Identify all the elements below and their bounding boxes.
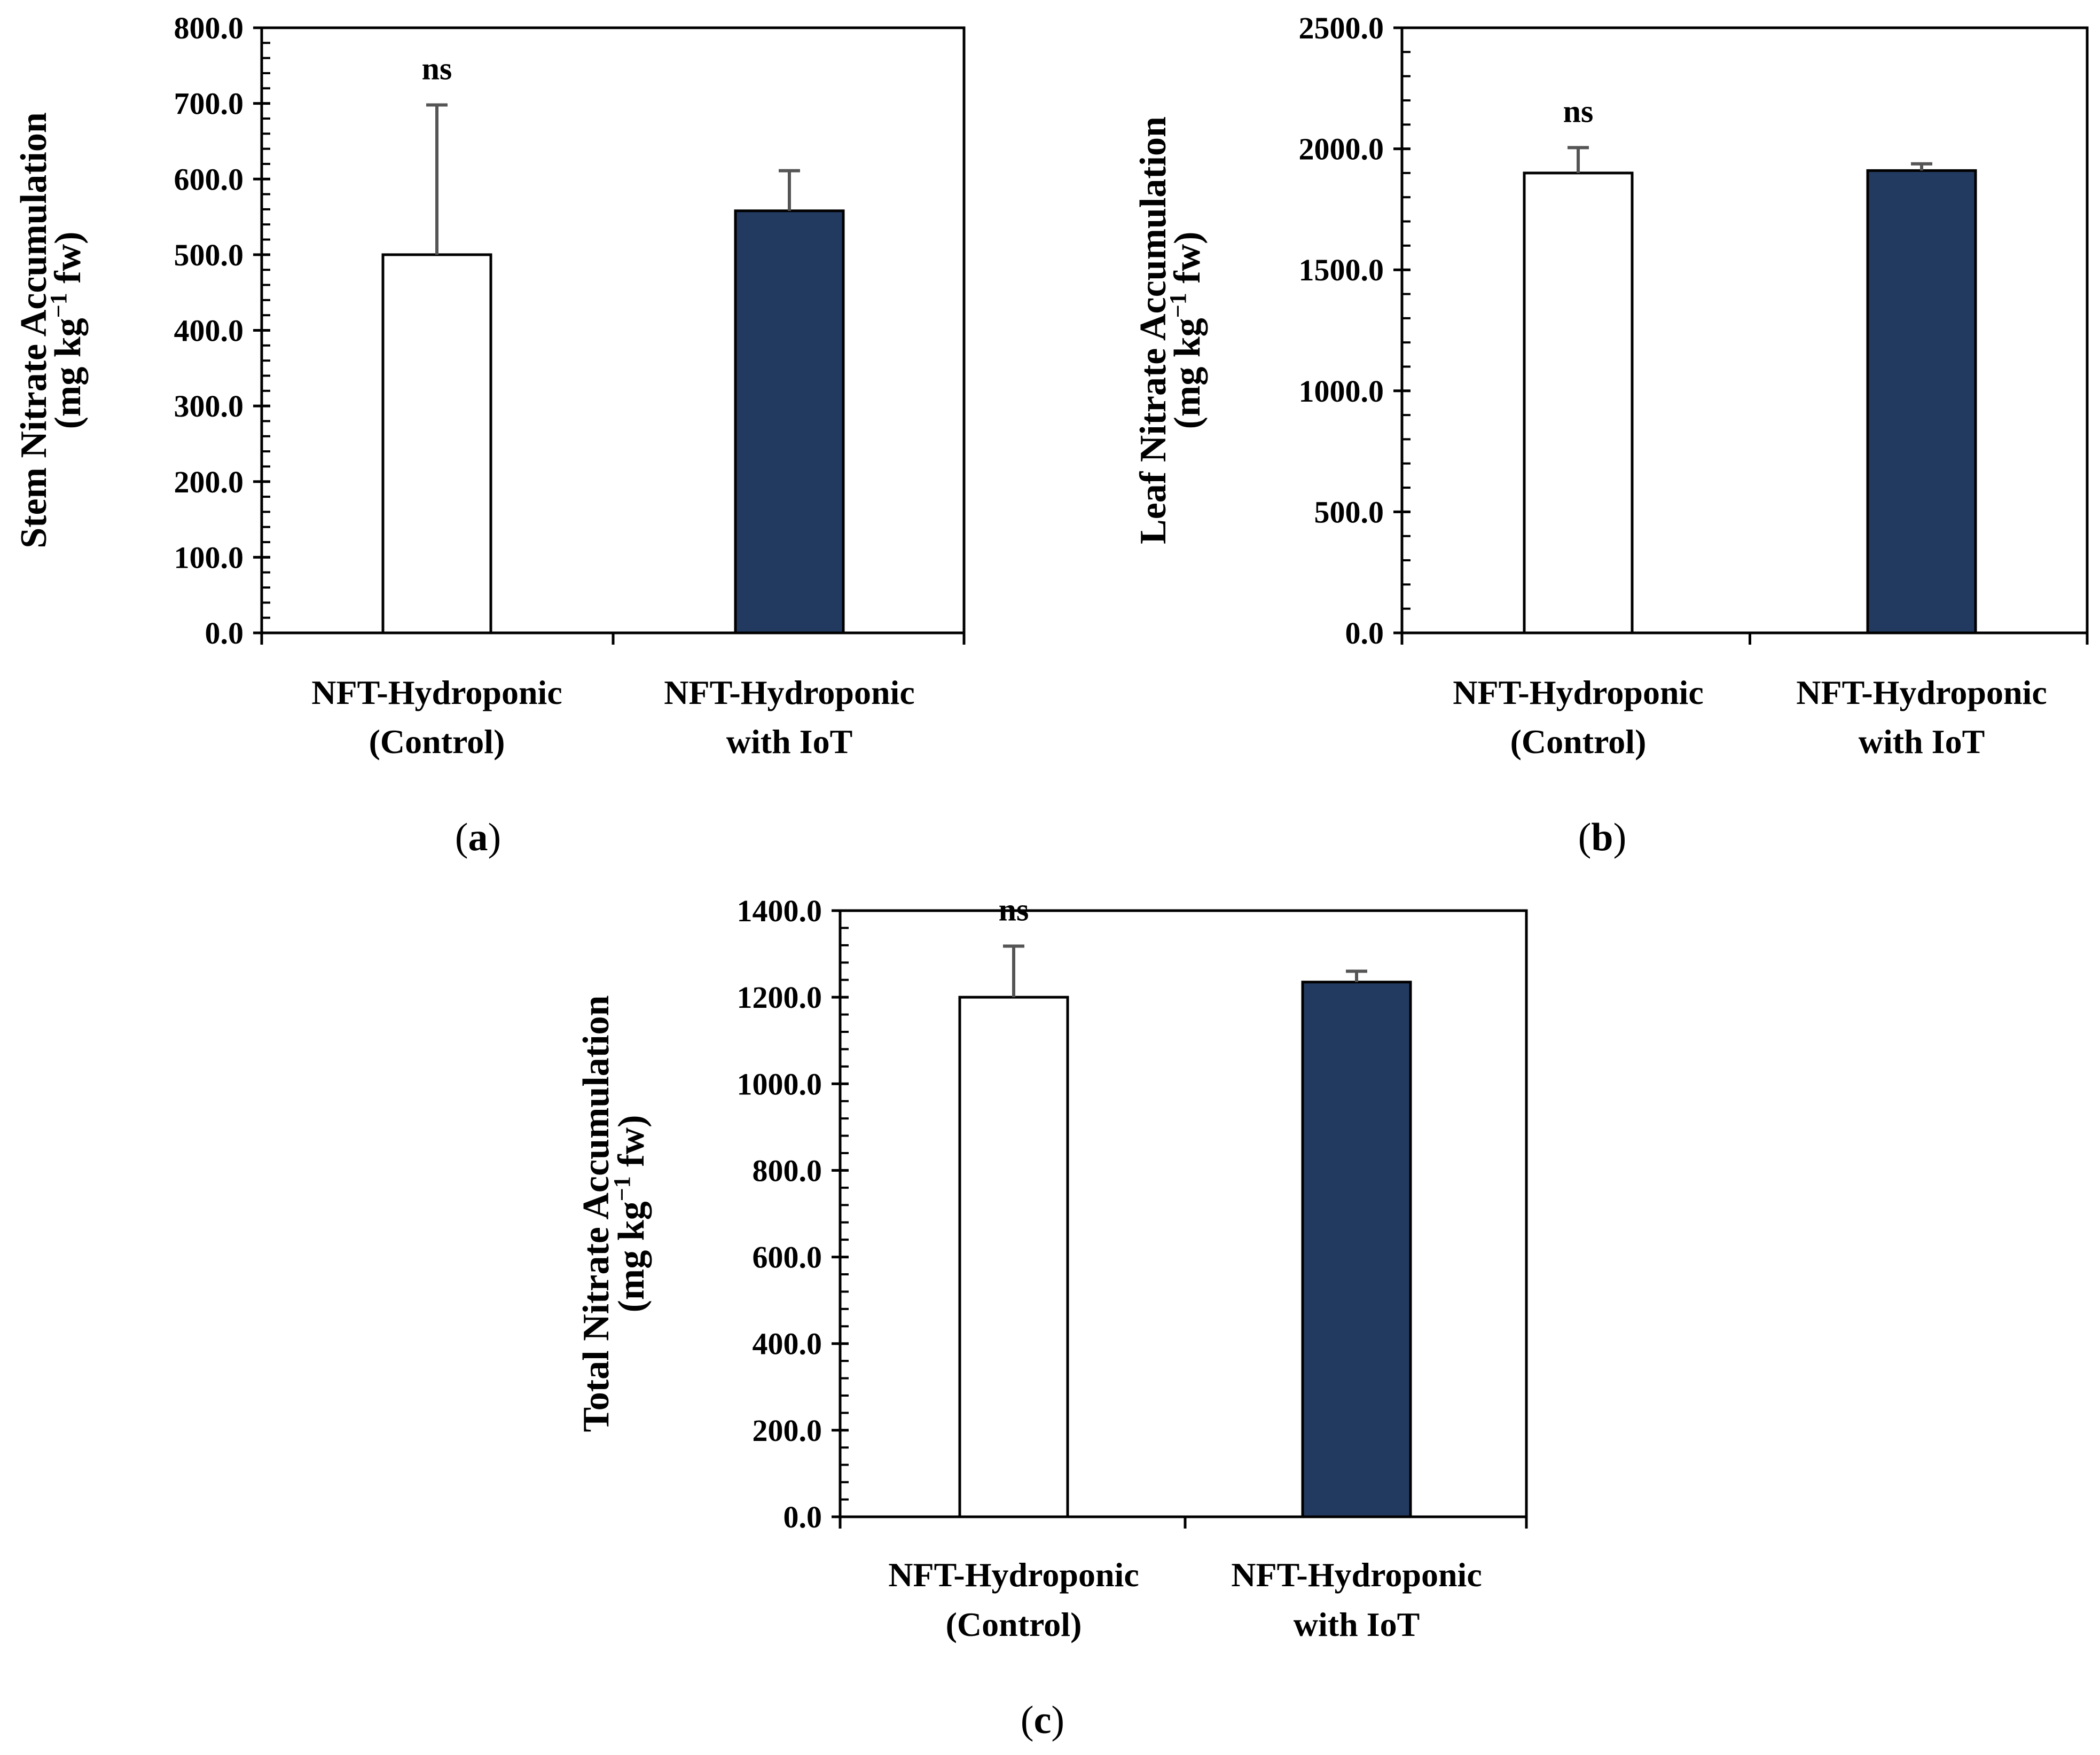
y-axis-units-pre: (mg kg (1167, 318, 1208, 429)
y-tick-label: 700.0 (174, 87, 244, 121)
bar-control (381, 253, 492, 634)
y-tick-label: 100.0 (174, 540, 244, 575)
panel-label: (a) (455, 816, 501, 859)
category-label-line2: (Control) (369, 723, 505, 761)
y-tick-label: 2000.0 (1299, 132, 1384, 167)
bar-iot (1866, 169, 1977, 634)
category-label-line1: NFT-Hydroponic (1796, 673, 2047, 711)
category-label-line1: NFT-Hydroponic (1453, 673, 1703, 711)
y-axis-units-pre: (mg kg (611, 1201, 652, 1312)
y-tick-label: 500.0 (1314, 495, 1384, 529)
y-axis-units: (mg kg−1 fw) (1165, 232, 1208, 429)
y-tick-label: 0.0 (205, 616, 244, 651)
y-tick-label: 1200.0 (737, 980, 822, 1015)
y-tick-label: 2500.0 (1299, 11, 1384, 45)
panel-a: 0.0 100.0 200.0 300.0 400.0 500.0 600.0 700.0 80… (13, 11, 966, 859)
y-axis-title: Leaf Nitrate Accumulation (1133, 116, 1174, 544)
category-label-line1: NFT-Hydroponic (888, 1556, 1139, 1594)
y-tick-label: 0.0 (1345, 616, 1384, 651)
bar-iot (734, 209, 845, 634)
category-label-line1: NFT-Hydroponic (664, 673, 914, 711)
plot-frame (839, 909, 1528, 1518)
panel-label-close: ) (488, 816, 502, 859)
panel-label-close: ) (1051, 1698, 1064, 1742)
y-axis-units-post: fw) (48, 232, 89, 293)
panel-label-open: ( (1578, 816, 1592, 859)
y-axis-units-post: fw) (1167, 232, 1208, 293)
y-tick-label: 600.0 (753, 1240, 822, 1275)
y-axis-title: Stem Nitrate Accumulation (13, 112, 54, 549)
panel-label: (b) (1578, 816, 1626, 859)
significance-label: ns (1563, 93, 1594, 129)
plot-frame (260, 26, 966, 634)
category-label-line1: NFT-Hydroponic (1231, 1556, 1482, 1594)
panel-label-letter: a (468, 816, 488, 859)
category-label-line2: with IoT (726, 723, 853, 761)
y-tick-label: 600.0 (174, 162, 244, 197)
category-label-line2: (Control) (1510, 723, 1647, 761)
significance-label: ns (999, 892, 1029, 927)
y-axis-units-sup: −1 (609, 1176, 635, 1201)
y-tick-label: 500.0 (174, 238, 244, 272)
y-axis-units: (mg kg−1 fw) (609, 1115, 652, 1313)
y-tick-label: 400.0 (753, 1327, 822, 1361)
y-tick-label: 1400.0 (737, 894, 822, 928)
panel-label-letter: b (1591, 816, 1613, 859)
plot-frame (1400, 26, 2089, 634)
y-axis-units-post: fw) (611, 1115, 652, 1177)
panel-c: 0.0 200.0 400.0 600.0 800.0 1000.0 1200.0 1400.… (576, 892, 1528, 1742)
category-label-line2: with IoT (1859, 723, 1985, 761)
y-axis-units: (mg kg−1 fw) (45, 232, 89, 429)
y-tick-label: 0.0 (783, 1500, 822, 1534)
y-tick-label: 1000.0 (1299, 374, 1384, 409)
y-tick-label: 800.0 (174, 11, 244, 45)
panel-label-letter: c (1034, 1698, 1052, 1742)
category-label-line1: NFT-Hydroponic (311, 673, 562, 711)
y-tick-label: 300.0 (174, 389, 244, 424)
panel-label-close: ) (1613, 816, 1627, 859)
y-axis-title: Total Nitrate Accumulation (576, 996, 617, 1432)
panel-label: (c) (1021, 1698, 1064, 1742)
bar-iot (1301, 981, 1412, 1518)
y-tick-label: 800.0 (753, 1153, 822, 1188)
y-tick-label: 1500.0 (1299, 253, 1384, 287)
panel-label-open: ( (1021, 1698, 1034, 1742)
panel-label-open: ( (455, 816, 468, 859)
category-label-line2: (Control) (946, 1605, 1082, 1643)
panel-b: 0.0 500.0 1000.0 1500.0 2000.0 2500.0 ns NFT-Hy… (1133, 11, 2089, 859)
bar-control (958, 996, 1069, 1518)
y-axis-units-sup: −1 (45, 293, 72, 318)
y-tick-label: 400.0 (174, 314, 244, 348)
y-axis-units-sup: −1 (1165, 293, 1191, 318)
y-axis-units-pre: (mg kg (48, 318, 89, 429)
bar-control (1523, 171, 1634, 634)
significance-label: ns (422, 51, 452, 86)
y-tick-label: 200.0 (753, 1413, 822, 1448)
y-tick-label: 200.0 (174, 465, 244, 499)
y-tick-label: 1000.0 (737, 1067, 822, 1101)
category-label-line2: with IoT (1294, 1605, 1420, 1643)
